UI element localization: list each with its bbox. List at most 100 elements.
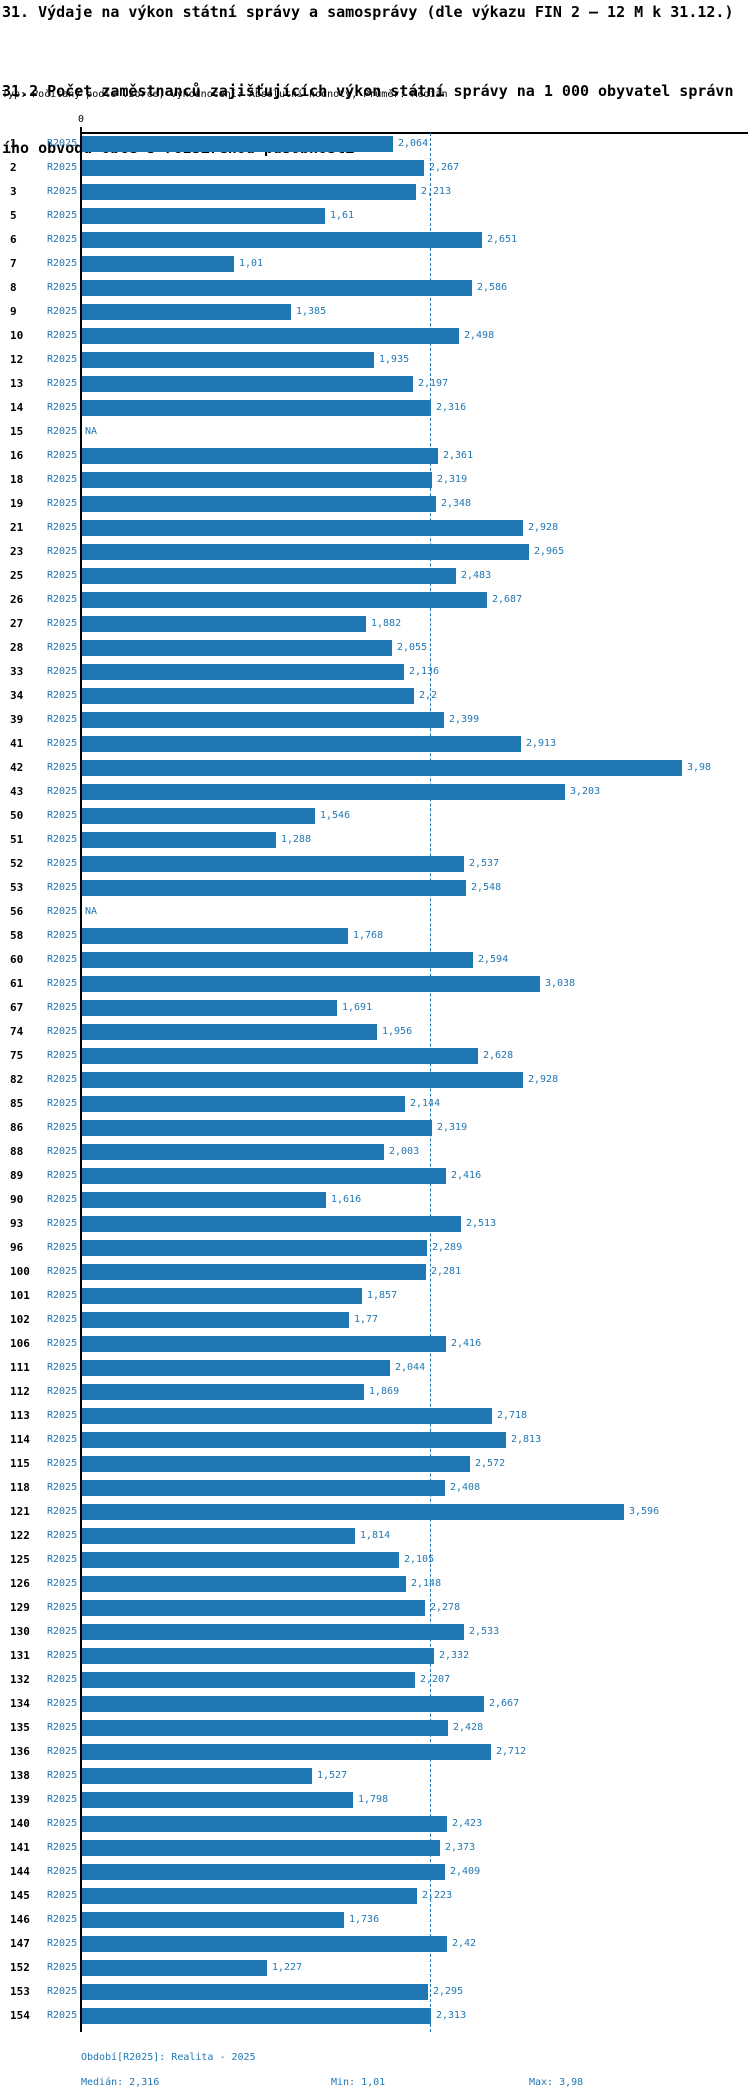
- value-bar: [82, 1576, 406, 1592]
- value-bar: [82, 736, 521, 752]
- report-subtitle: 31.2 Počet zaměstnanců zajišťujících výk…: [2, 44, 734, 196]
- row-period-label: R2025: [47, 642, 78, 653]
- row-period-label: R2025: [47, 1290, 78, 1301]
- chart-row: 125 R2025 2,105: [0, 1552, 750, 1568]
- row-id-label: 93: [10, 1217, 24, 1230]
- max-stat: Max: 3,98: [529, 2077, 584, 2088]
- row-id-label: 51: [10, 833, 24, 846]
- chart-row: 112 R2025 1,869: [0, 1384, 750, 1400]
- row-id-label: 106: [10, 1337, 30, 1350]
- row-period-label: R2025: [47, 882, 78, 893]
- chart-row: 152 R2025 1,227: [0, 1960, 750, 1976]
- chart-row: 136 R2025 2,712: [0, 1744, 750, 1760]
- row-period-label: R2025: [47, 1146, 78, 1157]
- row-period-label: R2025: [47, 1794, 78, 1805]
- value-label: 3,596: [629, 1506, 660, 1517]
- horizontal-bar-chart: 0 1 R2025 2,064 2 R2025 2,267 3 R2025 2,213 5 R202…: [0, 114, 750, 2032]
- x-axis-line: [81, 132, 748, 134]
- value-label: 2,003: [389, 1146, 420, 1157]
- row-id-label: 7: [10, 257, 17, 270]
- value-bar: [82, 352, 374, 368]
- value-bar: [82, 496, 436, 512]
- row-period-label: R2025: [47, 1362, 78, 1373]
- chart-row: 21 R2025 2,928: [0, 520, 750, 536]
- row-period-label: R2025: [47, 1770, 78, 1781]
- row-id-label: 13: [10, 377, 24, 390]
- value-label: 2,207: [420, 1674, 451, 1685]
- row-period-label: R2025: [47, 282, 78, 293]
- row-period-label: R2025: [47, 906, 78, 917]
- row-period-label: R2025: [47, 1050, 78, 1061]
- value-bar: [82, 1840, 440, 1856]
- chart-row: 146 R2025 1,736: [0, 1912, 750, 1928]
- row-period-label: R2025: [47, 1434, 78, 1445]
- report-subtitle-line1: 31.2 Počet zaměstnanců zajišťujících výk…: [2, 82, 734, 100]
- value-bar: [82, 1480, 445, 1496]
- value-label: 2,319: [437, 1122, 468, 1133]
- value-label: 2,361: [443, 450, 474, 461]
- chart-row: 141 R2025 2,373: [0, 1840, 750, 1856]
- chart-row: 144 R2025 2,409: [0, 1864, 750, 1880]
- row-id-label: 56: [10, 905, 24, 918]
- value-bar: [82, 1384, 364, 1400]
- row-id-label: 135: [10, 1721, 30, 1734]
- row-period-label: R2025: [47, 690, 78, 701]
- row-period-label: R2025: [47, 858, 78, 869]
- chart-row: 130 R2025 2,533: [0, 1624, 750, 1640]
- chart-row: 28 R2025 2,055: [0, 640, 750, 656]
- value-bar: [82, 448, 438, 464]
- value-bar: [82, 1048, 478, 1064]
- row-period-label: R2025: [47, 1890, 78, 1901]
- value-bar: [82, 760, 682, 776]
- value-bar: [82, 1720, 448, 1736]
- chart-row: 8 R2025 2,586: [0, 280, 750, 296]
- row-id-label: 136: [10, 1745, 30, 1758]
- row-id-label: 41: [10, 737, 24, 750]
- na-label: NA: [85, 426, 98, 437]
- row-period-label: R2025: [47, 1578, 78, 1589]
- value-label: 1,527: [317, 1770, 348, 1781]
- value-bar: [82, 976, 540, 992]
- value-label: 2,348: [441, 498, 472, 509]
- chart-row: 34 R2025 2,2: [0, 688, 750, 704]
- chart-row: 60 R2025 2,594: [0, 952, 750, 968]
- row-period-label: R2025: [47, 570, 78, 581]
- row-period-label: R2025: [47, 1626, 78, 1637]
- row-id-label: 75: [10, 1049, 24, 1062]
- row-period-label: R2025: [47, 1410, 78, 1421]
- row-id-label: 61: [10, 977, 24, 990]
- value-bar: [82, 568, 456, 584]
- value-bar: [82, 1408, 492, 1424]
- value-bar: [82, 280, 472, 296]
- chart-row: 153 R2025 2,295: [0, 1984, 750, 2000]
- value-bar: [82, 1888, 417, 1904]
- value-label: 2,197: [418, 378, 449, 389]
- row-id-label: 118: [10, 1481, 30, 1494]
- row-id-label: 145: [10, 1889, 30, 1902]
- row-period-label: R2025: [47, 1338, 78, 1349]
- row-id-label: 23: [10, 545, 24, 558]
- row-period-label: R2025: [47, 138, 78, 149]
- chart-row: 147 R2025 2,42: [0, 1936, 750, 1952]
- value-label: 2,267: [429, 162, 460, 173]
- row-period-label: R2025: [47, 1386, 78, 1397]
- chart-row: 58 R2025 1,768: [0, 928, 750, 944]
- chart-row: 3 R2025 2,213: [0, 184, 750, 200]
- x-axis-tick-mark: [80, 127, 82, 133]
- row-period-label: R2025: [47, 1962, 78, 1973]
- row-id-label: 88: [10, 1145, 24, 1158]
- row-period-label: R2025: [47, 1698, 78, 1709]
- value-label: 1,616: [331, 1194, 362, 1205]
- value-label: 2,313: [436, 2010, 467, 2021]
- report-title: 31. Výdaje na výkon státní správy a samo…: [2, 3, 734, 21]
- chart-row: 2 R2025 2,267: [0, 160, 750, 176]
- row-id-label: 152: [10, 1961, 30, 1974]
- chart-row: 41 R2025 2,913: [0, 736, 750, 752]
- row-period-label: R2025: [47, 1674, 78, 1685]
- chart-row: 126 R2025 2,148: [0, 1576, 750, 1592]
- value-bar: [82, 928, 348, 944]
- value-bar: [82, 1768, 312, 1784]
- row-id-label: 6: [10, 233, 17, 246]
- value-label: 2,651: [487, 234, 518, 245]
- value-label: 2,594: [478, 954, 509, 965]
